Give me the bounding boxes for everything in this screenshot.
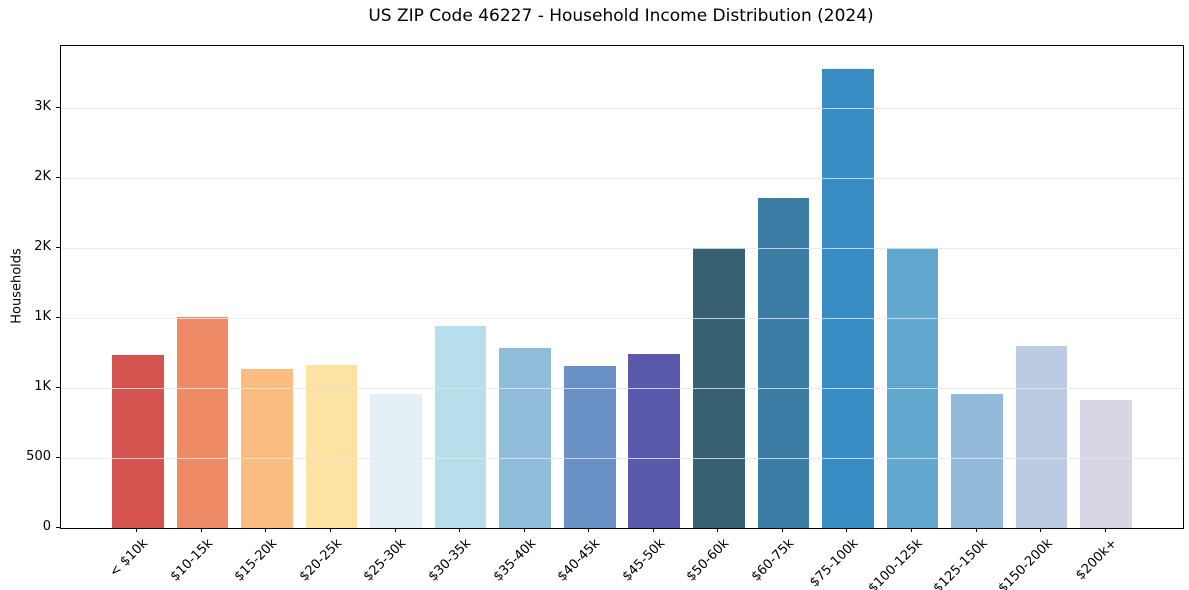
y-tick-label: 500 xyxy=(26,449,51,465)
x-tick-label: < $10k xyxy=(107,536,152,581)
bar xyxy=(305,365,358,528)
x-tick-label: $20-25k xyxy=(296,536,346,585)
y-tick-label: 3K xyxy=(34,99,51,115)
y-tick-mark xyxy=(56,386,60,388)
y-tick-label: 2K xyxy=(34,239,51,255)
x-tick-label: $40-45k xyxy=(554,536,604,585)
x-tick-mark xyxy=(717,528,719,532)
bar xyxy=(628,353,681,528)
x-tick-label: $60-75k xyxy=(748,536,798,585)
x-tick-label: $100-125k xyxy=(865,536,927,590)
x-tick-mark xyxy=(652,528,654,532)
x-tick-mark xyxy=(1040,528,1042,532)
y-tick-mark xyxy=(56,316,60,318)
x-tick-mark xyxy=(911,528,912,532)
bar xyxy=(951,394,1003,528)
x-tick-mark xyxy=(781,528,783,532)
x-tick-mark xyxy=(588,528,590,532)
bar xyxy=(563,366,616,528)
y-tick-mark xyxy=(56,106,60,108)
bar xyxy=(1080,399,1132,528)
y-tick-label: 0 xyxy=(42,519,51,534)
x-tick-label: $25-30k xyxy=(361,536,410,585)
chart-title: US ZIP Code 46227 - Household Income Dis… xyxy=(368,6,874,26)
x-tick-mark xyxy=(523,528,525,532)
bar xyxy=(434,325,487,528)
x-tick-label: $150-200k xyxy=(995,536,1056,590)
x-tick-label: $125-150k xyxy=(930,536,991,590)
x-tick-label: $45-50k xyxy=(619,536,668,585)
y-tick-label: 2K xyxy=(34,169,51,185)
x-tick-label: $15-20k xyxy=(232,536,281,585)
y-tick-label: 1K xyxy=(34,379,51,395)
x-tick-mark xyxy=(265,528,267,532)
x-tick-mark xyxy=(459,528,461,532)
x-tick-mark xyxy=(329,528,331,532)
x-tick-mark xyxy=(136,528,138,532)
x-tick-label: $35-40k xyxy=(490,536,539,585)
x-tick-mark xyxy=(394,528,396,532)
y-tick-label: 1K xyxy=(34,309,51,325)
bar xyxy=(499,348,551,528)
bar xyxy=(176,316,229,528)
x-tick-label: $10-15k xyxy=(167,536,216,585)
bar xyxy=(112,354,164,528)
bar xyxy=(1015,346,1068,528)
bar xyxy=(757,197,810,528)
y-tick-mark xyxy=(56,246,60,248)
x-tick-label: $50-60k xyxy=(683,536,733,585)
y-tick-mark xyxy=(56,526,60,528)
bar xyxy=(370,393,422,528)
y-tick-mark xyxy=(56,456,60,458)
bar xyxy=(241,369,293,528)
x-tick-mark xyxy=(1104,528,1106,532)
x-tick-label: $30-35k xyxy=(425,536,475,585)
x-tick-label: $75-100k xyxy=(807,536,862,590)
x-tick-mark xyxy=(200,528,202,532)
x-tick-mark xyxy=(846,528,848,532)
plot-area xyxy=(60,45,1184,529)
x-tick-label: $200k+ xyxy=(1072,536,1120,584)
bar xyxy=(886,248,939,528)
y-tick-mark xyxy=(56,176,60,178)
x-tick-mark xyxy=(975,528,977,532)
bar xyxy=(822,69,874,528)
bar xyxy=(693,248,745,528)
bars-layer xyxy=(61,46,1183,528)
